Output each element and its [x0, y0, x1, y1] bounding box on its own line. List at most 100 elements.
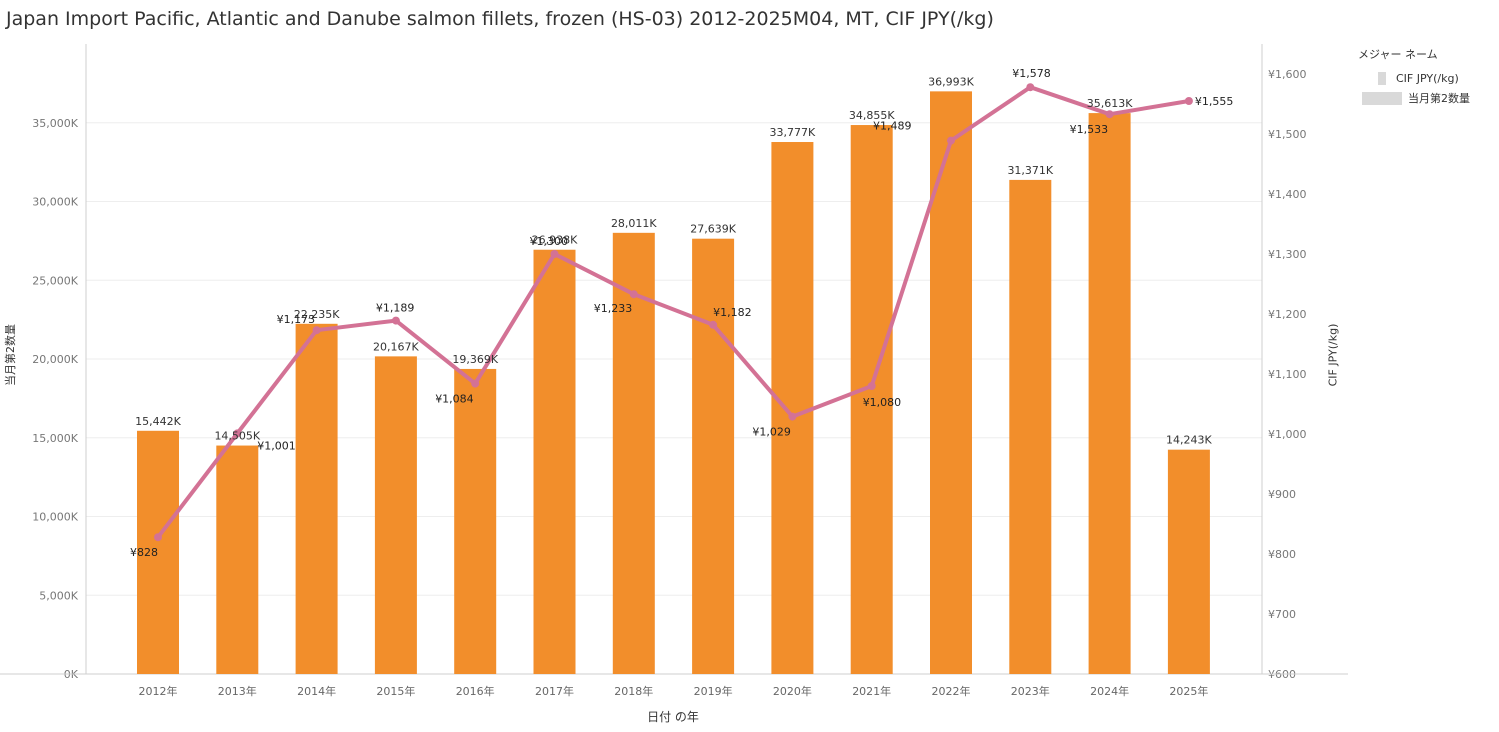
y-right-tick-label: ¥1,400	[1268, 188, 1307, 201]
chart-title: Japan Import Pacific, Atlantic and Danub…	[6, 8, 994, 30]
bar	[850, 125, 893, 674]
y-left-tick-label: 20,000K	[32, 353, 78, 366]
y-left-tick-label: 35,000K	[32, 117, 78, 130]
price-point	[471, 379, 480, 388]
bar	[1167, 449, 1210, 674]
x-tick-label: 2013年	[218, 684, 257, 698]
price-point	[629, 290, 638, 299]
x-tick-label: 2022年	[932, 684, 971, 698]
price-value-label: ¥1,233	[594, 302, 633, 315]
y-left-tick-label: 30,000K	[32, 196, 78, 209]
price-point	[1105, 110, 1114, 119]
price-point	[1184, 97, 1193, 105]
x-tick-label: 2014年	[297, 684, 336, 698]
legend-swatch-bar	[1362, 91, 1402, 105]
bar-value-label: 34,855K	[849, 109, 895, 122]
bar	[137, 430, 179, 674]
bar-value-label: 27,639K	[690, 223, 736, 236]
y-axis-left-label: 当月第2数量	[4, 324, 17, 386]
price-value-label: ¥1,533	[1070, 123, 1109, 136]
bar-value-label: 36,993K	[928, 75, 974, 88]
x-tick-label: 2018年	[614, 684, 653, 698]
price-value-label: ¥828	[130, 546, 158, 559]
price-point	[233, 429, 242, 438]
bar-value-label: 31,371K	[1007, 164, 1053, 177]
y-right-tick-label: ¥1,000	[1268, 428, 1307, 441]
x-tick-label: 2016年	[456, 684, 495, 698]
price-point	[312, 326, 321, 335]
bar-value-label: 26,938K	[532, 234, 578, 247]
price-point	[154, 533, 162, 542]
y-right-tick-label: ¥1,500	[1268, 128, 1307, 141]
bar	[295, 323, 338, 674]
bar-value-label: 14,243K	[1166, 434, 1212, 447]
y-right-tick-label: ¥1,200	[1268, 308, 1307, 321]
y-left-tick-label: 15,000K	[32, 432, 78, 445]
x-tick-label: 2019年	[694, 684, 733, 698]
price-value-label: ¥1,001	[257, 439, 296, 452]
x-tick-label: 2021年	[852, 684, 891, 698]
price-point	[550, 250, 559, 258]
price-point	[867, 382, 876, 390]
y-left-tick-label: 5,000K	[39, 589, 78, 602]
bar	[930, 91, 972, 675]
price-value-label: ¥1,489	[873, 120, 912, 133]
price-value-label: ¥1,300	[530, 235, 569, 248]
bar	[771, 142, 814, 674]
price-value-label: ¥1,080	[863, 396, 902, 409]
bar-value-label: 14,505K	[214, 430, 260, 443]
bar	[454, 368, 497, 674]
legend: メジャー ネーム CIF JPY(/kg) 当月第2数量	[1358, 46, 1470, 108]
y-right-tick-label: ¥1,600	[1268, 68, 1307, 81]
legend-item-volume[interactable]: 当月第2数量	[1358, 88, 1470, 108]
x-tick-label: 2024年	[1090, 684, 1129, 698]
bar-value-label: 19,369K	[452, 353, 498, 366]
bar-value-label: 20,167K	[373, 340, 419, 353]
bar	[216, 445, 259, 674]
legend-item-price[interactable]: CIF JPY(/kg)	[1358, 68, 1470, 88]
bar	[692, 238, 735, 675]
bar-value-label: 28,011K	[611, 217, 657, 230]
x-axis-label: 日付 の年	[647, 710, 699, 724]
y-right-tick-label: ¥900	[1268, 488, 1296, 501]
price-value-label: ¥1,578	[1012, 67, 1051, 80]
bar-value-label: 33,777K	[770, 126, 816, 139]
x-tick-label: 2025年	[1169, 684, 1208, 698]
y-right-tick-label: ¥1,300	[1268, 248, 1307, 261]
x-tick-label: 2015年	[376, 684, 415, 698]
legend-label-volume: 当月第2数量	[1408, 92, 1470, 105]
bar	[533, 249, 576, 674]
y-axis-right-label: CIF JPY(/kg)	[1326, 323, 1340, 387]
price-value-label: ¥1,182	[713, 306, 752, 319]
bar	[612, 232, 655, 674]
price-point	[1026, 83, 1035, 92]
bar	[1009, 179, 1052, 675]
y-left-tick-label: 10,000K	[32, 511, 78, 524]
x-tick-label: 2017年	[535, 684, 574, 698]
x-tick-label: 2012年	[139, 684, 178, 698]
bar-value-label: 35,613K	[1087, 97, 1133, 110]
price-value-label: ¥1,029	[752, 426, 791, 439]
bar-value-label: 22,235K	[294, 308, 340, 321]
legend-title: メジャー ネーム	[1358, 48, 1438, 61]
y-left-tick-label: 25,000K	[32, 274, 78, 287]
price-value-label: ¥1,555	[1195, 95, 1234, 108]
price-value-label: ¥1,189	[376, 302, 415, 315]
price-point	[788, 412, 797, 421]
legend-label-price: CIF JPY(/kg)	[1396, 71, 1459, 85]
bar	[1088, 113, 1131, 674]
price-value-label: ¥1,084	[435, 393, 474, 406]
bar	[374, 356, 417, 674]
x-tick-label: 2023年	[1011, 684, 1050, 698]
price-point	[391, 316, 400, 325]
y-right-tick-label: ¥1,100	[1268, 368, 1307, 381]
price-point	[709, 320, 718, 329]
price-line	[156, 85, 1190, 539]
price-value-label: ¥1,173	[277, 313, 316, 326]
y-right-tick-label: ¥800	[1268, 548, 1296, 561]
x-tick-label: 2020年	[773, 684, 812, 698]
bar-value-label: 15,442K	[135, 415, 181, 428]
legend-swatch-line	[1378, 71, 1386, 85]
price-point	[947, 136, 955, 145]
